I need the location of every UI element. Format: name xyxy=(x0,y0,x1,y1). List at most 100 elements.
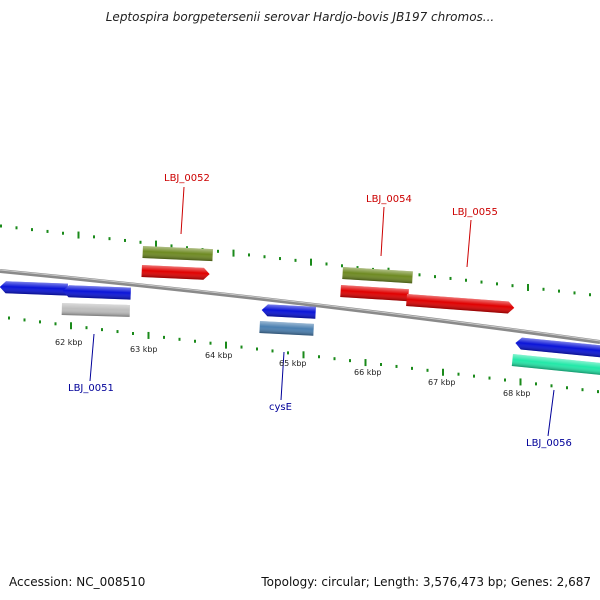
gene-shading xyxy=(261,304,316,319)
gene-shading xyxy=(61,303,130,317)
kbp-label: 64 kbp xyxy=(205,351,233,360)
feature-label-lbj-0056[interactable]: LBJ_0056 xyxy=(526,438,572,449)
minor-tick xyxy=(163,335,165,339)
major-tick xyxy=(364,359,367,367)
minor-tick xyxy=(449,276,452,280)
major-tick xyxy=(442,368,444,376)
leader-line xyxy=(466,219,472,268)
minor-tick xyxy=(194,339,196,343)
minor-tick xyxy=(0,224,2,228)
gene-r2[interactable] xyxy=(340,285,409,302)
minor-tick xyxy=(457,372,460,376)
minor-tick xyxy=(411,366,413,370)
map-title: Leptospira borgpetersenii serovar Hardjo… xyxy=(105,10,495,24)
minor-tick xyxy=(271,349,274,353)
minor-tick xyxy=(597,390,599,394)
leader-line xyxy=(180,186,185,235)
gene-b4[interactable] xyxy=(515,337,600,358)
kbp-labels: 62 kbp 63 kbp 64 kbp 65 kbp 66 kbp 67 kbp 68 k… xyxy=(55,338,531,398)
minor-tick xyxy=(356,266,359,270)
tick-ring-inner xyxy=(8,316,599,394)
minor-tick xyxy=(186,246,188,250)
kbp-label: 66 kbp xyxy=(354,368,382,377)
minor-tick xyxy=(31,228,33,232)
gene-shading xyxy=(406,294,515,314)
minor-tick xyxy=(23,318,26,322)
leader-line xyxy=(89,333,95,382)
kbp-label: 63 kbp xyxy=(130,345,158,354)
minor-tick xyxy=(380,363,382,366)
minor-tick xyxy=(473,374,475,378)
feature-label-lbj-0051[interactable]: LBJ_0051 xyxy=(68,383,114,394)
minor-tick xyxy=(395,364,398,368)
minor-tick xyxy=(418,273,421,277)
gene-shading xyxy=(342,267,413,284)
gene-r3[interactable] xyxy=(406,294,515,314)
minor-tick xyxy=(488,376,491,380)
minor-tick xyxy=(217,249,219,253)
minor-tick xyxy=(39,320,41,324)
kbp-label: 65 kbp xyxy=(279,359,307,368)
major-tick xyxy=(77,231,80,239)
minor-tick xyxy=(325,262,328,266)
minor-tick xyxy=(287,351,289,355)
minor-tick xyxy=(589,293,591,297)
major-tick xyxy=(310,258,312,266)
major-tick xyxy=(302,351,305,359)
gene-shading xyxy=(340,285,409,302)
minor-tick xyxy=(542,287,545,291)
leader-line xyxy=(547,389,555,437)
minor-tick xyxy=(566,386,568,390)
gene-r1[interactable] xyxy=(141,265,210,280)
leader-line xyxy=(280,351,285,401)
minor-tick xyxy=(333,357,336,361)
minor-tick xyxy=(496,282,498,286)
minor-tick xyxy=(434,275,436,279)
kbp-label: 67 kbp xyxy=(428,378,456,387)
minor-tick xyxy=(15,226,18,230)
minor-tick xyxy=(480,280,483,284)
minor-tick xyxy=(85,326,88,330)
gene-shading xyxy=(259,321,314,336)
gene-shading xyxy=(515,337,600,358)
minor-tick xyxy=(170,244,173,248)
kbp-label: 62 kbp xyxy=(55,338,83,347)
minor-tick xyxy=(294,258,297,262)
gene-g1[interactable] xyxy=(61,303,130,317)
gene-features xyxy=(0,246,600,376)
gene-b1[interactable] xyxy=(0,281,68,296)
feature-label-lbj-0054[interactable]: LBJ_0054 xyxy=(366,194,412,205)
major-tick xyxy=(70,322,72,330)
gene-c1[interactable] xyxy=(511,354,600,376)
minor-tick xyxy=(581,388,584,392)
minor-tick xyxy=(248,253,250,257)
feature-label-cyse[interactable]: cysE xyxy=(269,402,292,413)
minor-tick xyxy=(318,355,320,359)
kbp-label: 68 kbp xyxy=(503,389,531,398)
backbone-highlight xyxy=(0,269,600,342)
gene-b2[interactable] xyxy=(62,285,131,300)
minor-tick xyxy=(108,237,111,241)
minor-tick xyxy=(132,332,134,335)
feature-label-lbj-0052[interactable]: LBJ_0052 xyxy=(164,173,210,184)
gene-shading xyxy=(62,285,131,300)
minor-tick xyxy=(511,284,514,288)
minor-tick xyxy=(573,291,576,295)
minor-tick xyxy=(558,289,560,293)
feature-labels: LBJ_0052 LBJ_0054 LBJ_0055 LBJ_0051 cysE LBJ_… xyxy=(68,173,572,449)
topology-summary: Topology: circular; Length: 3,576,473 bp… xyxy=(261,575,591,589)
major-tick xyxy=(147,331,150,339)
major-tick xyxy=(527,283,529,291)
gene-ol2[interactable] xyxy=(342,267,413,284)
gene-b3[interactable] xyxy=(261,304,316,319)
minor-tick xyxy=(101,328,103,332)
minor-tick xyxy=(178,337,181,341)
feature-label-lbj-0055[interactable]: LBJ_0055 xyxy=(452,207,498,218)
minor-tick xyxy=(240,345,243,349)
chromosome-backbone xyxy=(0,269,600,344)
gene-shading xyxy=(141,265,210,280)
minor-tick xyxy=(8,316,10,320)
gene-sb1[interactable] xyxy=(259,321,314,336)
gene-ol1[interactable] xyxy=(142,246,213,262)
accession-text: Accession: NC_008510 xyxy=(9,575,146,589)
